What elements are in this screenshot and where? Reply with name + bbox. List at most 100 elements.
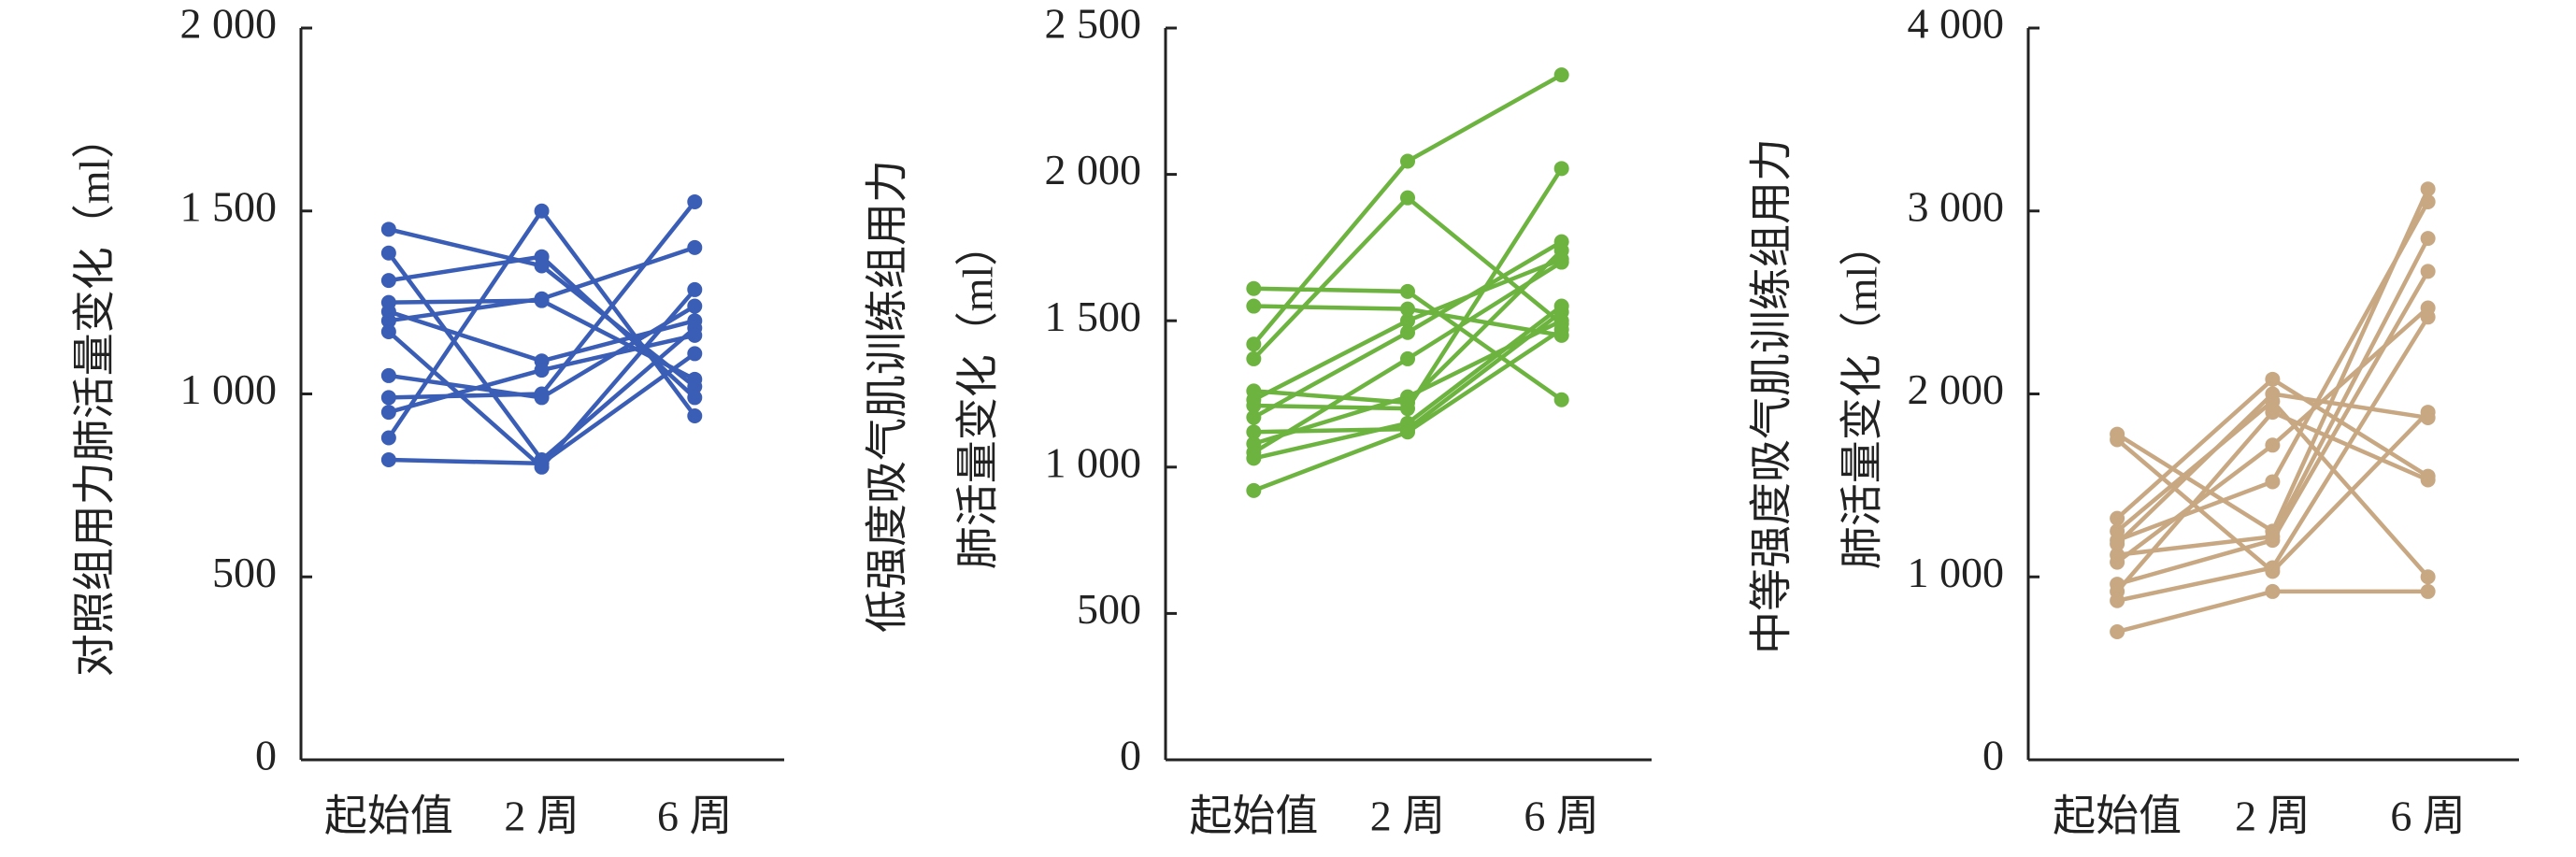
- data-point: [2110, 623, 2125, 639]
- data-point: [687, 313, 703, 329]
- series: [2110, 309, 2436, 608]
- y-tick-label: 1 500: [1045, 293, 1142, 340]
- y-tick-label: 2 000: [1045, 146, 1142, 193]
- data-point: [534, 386, 550, 402]
- data-point: [2110, 432, 2125, 448]
- data-point: [1400, 301, 1415, 317]
- data-point: [1400, 324, 1415, 340]
- y-tick-label: 0: [1120, 732, 1141, 779]
- series: [2110, 583, 2436, 639]
- data-point: [2265, 437, 2281, 453]
- data-point: [687, 390, 703, 406]
- y-tick-label: 4 000: [1908, 0, 2005, 48]
- x-tick-label: 起始值: [2053, 793, 2182, 840]
- y-tick-label: 3 000: [1908, 182, 2005, 230]
- y-tick-label: 2 000: [1908, 365, 2005, 413]
- x-tick-label: 2 周: [504, 793, 580, 840]
- data-point: [1400, 389, 1415, 405]
- data-point: [1246, 398, 1262, 414]
- data-point: [1553, 321, 1569, 337]
- data-point: [534, 249, 550, 264]
- data-point: [1400, 190, 1415, 206]
- data-point: [1400, 313, 1415, 329]
- data-point: [534, 455, 550, 471]
- data-point: [534, 363, 550, 379]
- y-axis-title: 低强度吸气肌训练组用力: [864, 160, 911, 633]
- data-point: [380, 273, 396, 289]
- data-point: [1553, 161, 1569, 177]
- series: [1246, 161, 1569, 417]
- data-point: [2265, 371, 2281, 387]
- data-point: [2265, 474, 2281, 490]
- data-point: [2420, 569, 2436, 585]
- data-point: [2110, 593, 2125, 608]
- data-point: [687, 298, 703, 314]
- data-point: [2265, 533, 2281, 549]
- data-point: [1553, 234, 1569, 250]
- y-axis-title: 肺活量变化（ml）: [1839, 223, 1886, 570]
- series: [2110, 405, 2436, 579]
- data-point: [380, 451, 396, 467]
- data-point: [2420, 193, 2436, 209]
- data-point: [2420, 231, 2436, 247]
- y-tick-label: 0: [255, 732, 277, 779]
- data-point: [687, 281, 703, 297]
- data-point: [687, 407, 703, 423]
- data-point: [1400, 283, 1415, 299]
- data-point: [1553, 298, 1569, 314]
- data-point: [534, 203, 550, 219]
- data-point: [380, 323, 396, 339]
- data-point: [687, 371, 703, 387]
- data-point: [534, 291, 550, 307]
- series: [2110, 405, 2436, 599]
- series: [2110, 386, 2436, 552]
- data-point: [2420, 583, 2436, 599]
- series: [2110, 371, 2436, 526]
- data-point: [687, 193, 703, 209]
- y-tick-label: 2 000: [180, 0, 278, 48]
- data-point: [2110, 536, 2125, 552]
- data-point: [380, 221, 396, 237]
- data-point: [687, 346, 703, 362]
- data-point: [2420, 472, 2436, 488]
- data-point: [2420, 264, 2436, 279]
- data-point: [1400, 350, 1415, 366]
- data-point: [687, 327, 703, 343]
- series: [380, 346, 703, 471]
- data-point: [687, 239, 703, 255]
- y-tick-label: 1 000: [180, 365, 278, 413]
- series: [1246, 234, 1569, 425]
- data-point: [1400, 401, 1415, 417]
- series: [1246, 298, 1569, 466]
- data-point: [1246, 482, 1262, 498]
- series: [380, 203, 703, 446]
- series: [1246, 67, 1569, 352]
- x-tick-label: 2 周: [1370, 793, 1446, 840]
- x-tick-label: 起始值: [1189, 793, 1318, 840]
- x-tick-label: 6 周: [2390, 793, 2466, 840]
- data-point: [1246, 280, 1262, 296]
- series: [1246, 321, 1569, 498]
- data-point: [380, 405, 396, 421]
- y-axis-title: 对照组用力肺活量变化（ml）: [71, 116, 119, 678]
- data-point: [2420, 181, 2436, 197]
- series: [2110, 300, 2436, 570]
- y-tick-label: 0: [1982, 732, 2004, 779]
- x-tick-label: 2 周: [2235, 793, 2311, 840]
- y-tick-label: 2 500: [1045, 0, 1142, 48]
- data-point: [380, 313, 396, 329]
- data-point: [380, 367, 396, 383]
- data-point: [1246, 424, 1262, 440]
- data-point: [2265, 386, 2281, 402]
- data-point: [380, 390, 396, 406]
- x-tick-label: 6 周: [1524, 793, 1599, 840]
- data-point: [380, 245, 396, 261]
- x-tick-label: 起始值: [324, 793, 453, 840]
- data-point: [2420, 309, 2436, 325]
- y-tick-label: 1 500: [180, 182, 278, 230]
- x-tick-label: 6 周: [657, 793, 733, 840]
- y-tick-label: 1 000: [1908, 549, 2005, 596]
- y-tick-label: 500: [212, 549, 277, 596]
- data-point: [2265, 560, 2281, 576]
